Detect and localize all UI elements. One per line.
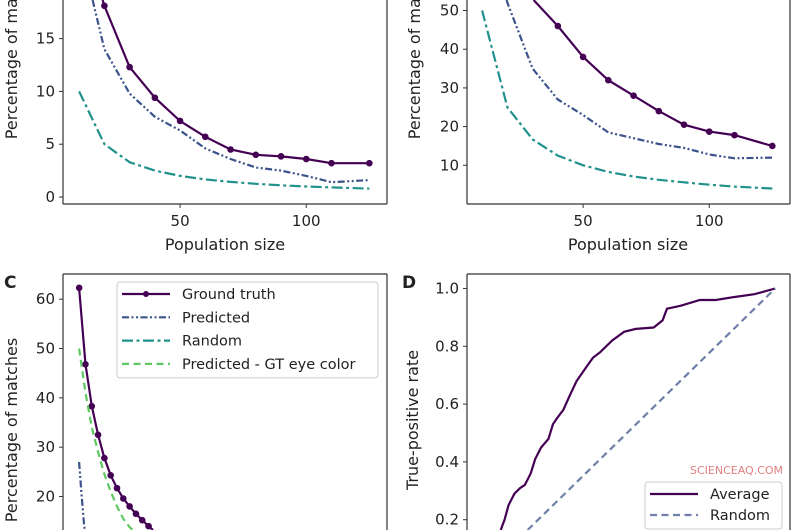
data-point (554, 22, 562, 30)
series-group (499, 287, 776, 530)
legend: Average Random (644, 481, 783, 530)
series-line-ground-truth (101, 0, 370, 165)
data-point (328, 159, 335, 167)
y-tick-label: 30 (440, 79, 459, 97)
data-point (145, 522, 152, 530)
data-point (176, 117, 184, 125)
data-point (227, 146, 234, 153)
data-point (655, 107, 663, 115)
y-tick-label: 20 (440, 118, 459, 136)
y-tick-label: 0 (45, 188, 55, 206)
x-tick-label: 100 (695, 212, 724, 230)
y-tick-label: 0.6 (435, 395, 459, 413)
legend-label: Predicted (182, 310, 250, 326)
data-point (769, 142, 776, 150)
data-point (113, 484, 121, 492)
data-point (202, 133, 209, 141)
y-tick-label: 50 (440, 2, 459, 20)
panel-a: 0 5 10 15 50 100 Population size Percentage of … (2, 0, 388, 254)
data-point (705, 128, 713, 135)
axes-frame (466, 273, 791, 530)
legend-label: Predicted - GT eye color (182, 357, 355, 373)
y-tick-label: 0.2 (435, 511, 459, 529)
axes-frame (466, 0, 791, 205)
x-axis-label: Population size (165, 235, 285, 254)
y-tick-label: 10 (36, 82, 55, 100)
data-point (101, 2, 108, 10)
y-tick-label: 40 (36, 389, 55, 407)
series-group (75, 284, 154, 530)
y-axis-label: Percentage of matches (2, 338, 21, 522)
data-point (605, 76, 612, 84)
axes-frame (62, 273, 388, 530)
y-tick-label: 15 (36, 30, 55, 48)
legend-label: Random (182, 334, 242, 350)
data-point (366, 159, 373, 167)
data-point (126, 503, 133, 510)
y-tick-label: 10 (440, 156, 459, 174)
series-line-predicted (91, 0, 370, 184)
series-line-predicted-gt-eye-color (78, 348, 134, 530)
data-point (132, 510, 140, 518)
x-tick-label: 50 (574, 212, 593, 230)
data-point (151, 94, 159, 102)
panel-c: 20 30 40 50 60 Percentage of matches C Ground t… (2, 273, 388, 530)
series-line-average (499, 287, 776, 530)
series-line-random (526, 287, 776, 530)
series-line-ground-truth (532, 0, 773, 148)
legend-label: Random (710, 508, 770, 524)
data-point (277, 153, 285, 160)
data-point (630, 92, 637, 99)
data-point (101, 454, 108, 462)
y-tick-label: 0.8 (435, 337, 459, 355)
x-axis-label: Population size (568, 235, 688, 254)
panel-d: 0.2 0.4 0.6 0.8 1.0 True-positive rate D Averag… (402, 273, 791, 530)
y-axis-label: Percentage of matches (405, 0, 424, 139)
series-line-random (78, 90, 370, 190)
data-point (579, 53, 587, 61)
y-tick-label: 30 (36, 438, 55, 456)
series-line-random (481, 10, 773, 190)
legend: Ground truth Predicted Random Predicted - G… (116, 281, 379, 379)
panel-b: 10 20 30 40 50 50 100 Population size Percentage… (405, 0, 791, 254)
legend-box (116, 281, 379, 379)
axes-frame (62, 0, 388, 205)
y-axis-label: Percentage of matches (2, 0, 21, 139)
data-point (75, 284, 83, 292)
data-point (126, 63, 133, 71)
data-point (120, 495, 127, 502)
data-point (302, 155, 310, 163)
y-tick-label: 40 (440, 40, 459, 58)
series-group (78, 0, 373, 190)
watermark: SCIENCEAQ.COM (690, 464, 783, 477)
y-tick-label: 20 (36, 488, 55, 506)
data-point (107, 472, 114, 479)
legend-label: Ground truth (182, 287, 276, 303)
y-axis-label: True-positive rate (403, 350, 422, 491)
panel-letter: D (402, 273, 416, 293)
series-group (481, 0, 776, 190)
y-tick-label: 60 (36, 290, 55, 308)
y-tick-label: 0.4 (435, 453, 459, 471)
series-line-predicted (78, 461, 86, 530)
series-line-predicted (505, 0, 773, 160)
y-tick-label: 5 (45, 135, 55, 153)
x-tick-label: 50 (171, 212, 190, 230)
y-tick-label: 50 (36, 340, 55, 358)
data-point (252, 151, 260, 159)
x-tick-label: 100 (292, 212, 321, 230)
data-point (88, 402, 96, 410)
data-point (731, 131, 738, 139)
data-point (82, 360, 89, 368)
panel-letter: C (4, 273, 16, 293)
data-point (138, 516, 146, 524)
y-tick-label: 1.0 (435, 279, 459, 297)
data-point (680, 121, 688, 128)
legend-marker (143, 291, 149, 297)
legend-label: Average (710, 487, 770, 503)
data-point (94, 431, 102, 439)
